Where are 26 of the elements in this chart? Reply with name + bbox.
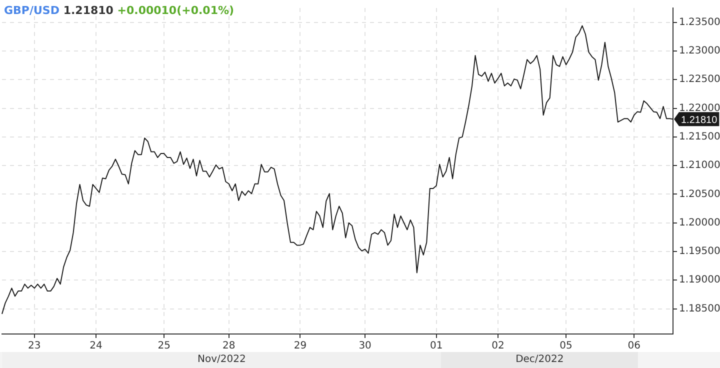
- x-tick-label: 01: [430, 340, 443, 352]
- y-tick-label: 1.21000: [679, 160, 720, 172]
- text: Nov/2022: [198, 354, 246, 365]
- x-tick-label: 05: [560, 340, 572, 352]
- y-tick-label: 1.23500: [679, 16, 720, 28]
- x-tick-label: 30: [358, 340, 372, 352]
- text: Dec/2022: [516, 354, 564, 365]
- y-tick-label: 1.22000: [679, 102, 720, 114]
- x-tick-label: 24: [90, 340, 102, 352]
- chart-title: GBP/USD: [4, 4, 60, 17]
- y-tick-label: 1.23000: [679, 46, 720, 57]
- y-tick-label: 1.22500: [679, 74, 720, 86]
- text: 1.21810: [681, 114, 718, 126]
- y-tick-label: 1.21500: [679, 132, 720, 143]
- x-tick-label: 06: [628, 340, 640, 352]
- x-tick-label: 25: [158, 340, 170, 352]
- y-tick-label: 1.18500: [679, 303, 720, 314]
- chart-subtitle: 1.21810 +0.00010(+0.01%): [62, 4, 234, 17]
- y-tick-label: 1.19500: [679, 246, 720, 258]
- x-tick-label: 02: [492, 340, 504, 352]
- y-tick-label: 1.20000: [679, 217, 720, 228]
- y-tick-label: 1.20500: [679, 188, 720, 200]
- y-tick-label: 1.19000: [679, 274, 720, 286]
- x-tick-label: 28: [222, 340, 236, 352]
- x-tick-label: 23: [28, 340, 41, 352]
- x-tick-label: 29: [294, 340, 307, 352]
